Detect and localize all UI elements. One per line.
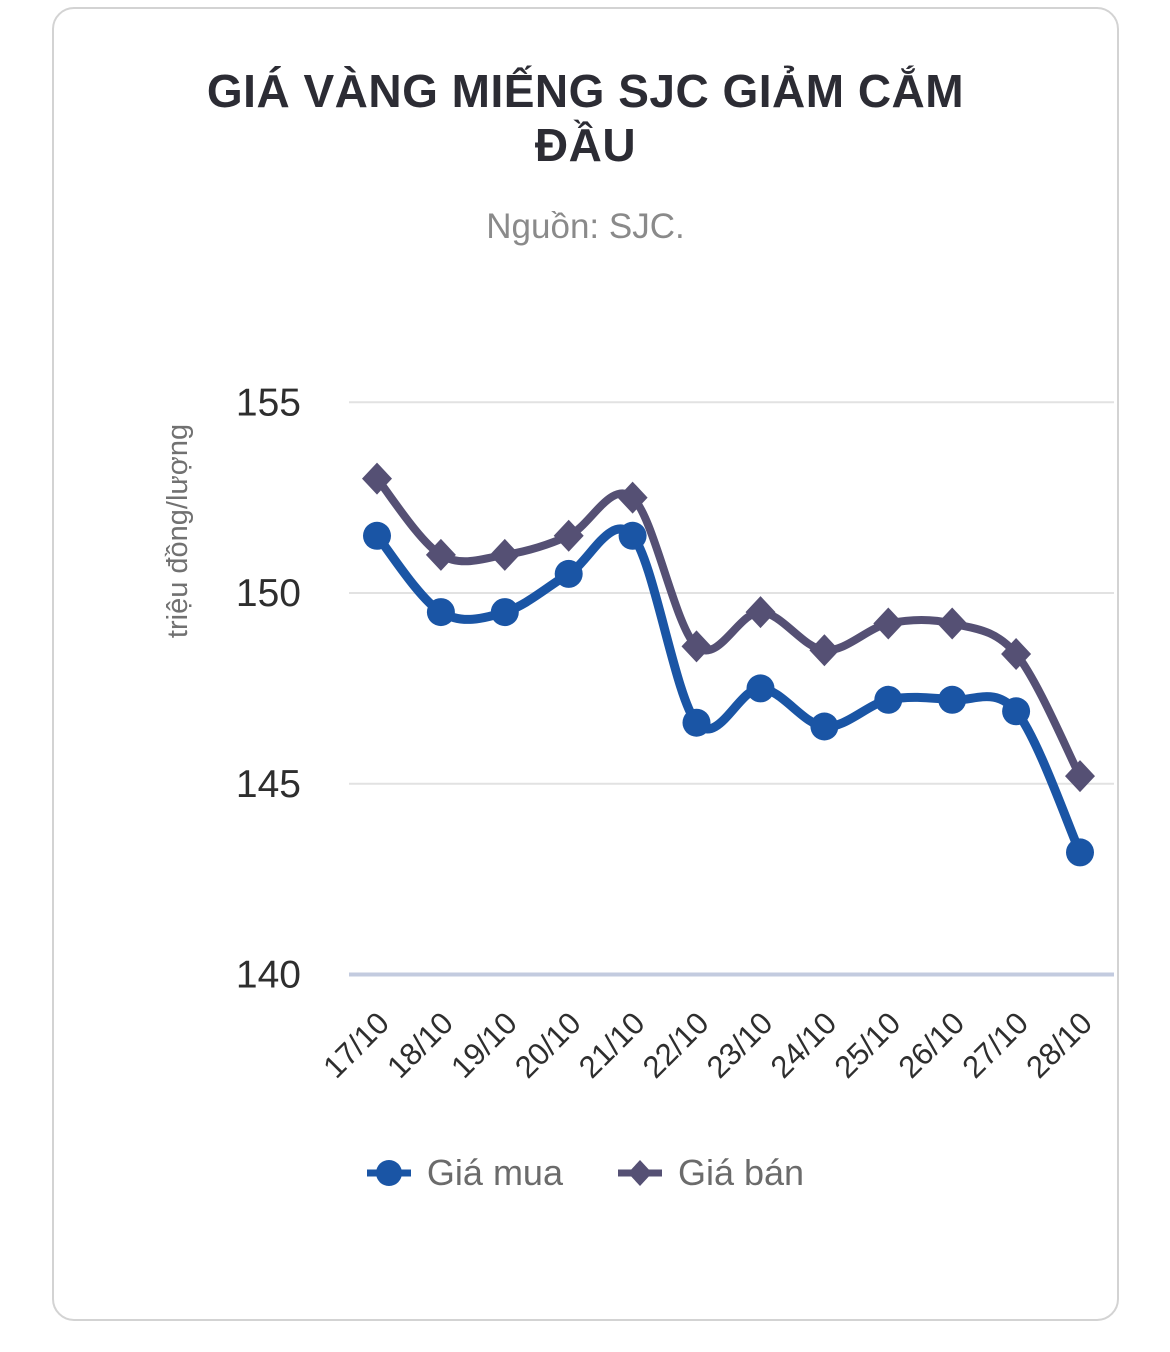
- price-line-chart: 155 150 145 140 triệu đồng/lượng 17/1018/1019…: [162, 381, 1114, 1085]
- svg-text:145: 145: [236, 763, 301, 806]
- svg-text:22/10: 22/10: [636, 1005, 716, 1085]
- svg-text:24/10: 24/10: [764, 1005, 844, 1085]
- legend-item-gia-mua[interactable]: Giá mua: [366, 1152, 563, 1194]
- diamond-marker-icon: [617, 1160, 662, 1186]
- gia-ban-line: [373, 474, 1084, 781]
- svg-text:26/10: 26/10: [892, 1005, 972, 1085]
- svg-text:25/10: 25/10: [828, 1005, 908, 1085]
- legend-item-gia-ban[interactable]: Giá bán: [617, 1152, 805, 1194]
- svg-text:150: 150: [236, 572, 301, 615]
- gia-ban-markers: [362, 462, 1095, 793]
- svg-text:17/10: 17/10: [316, 1005, 396, 1085]
- chart-title: GIÁ VÀNG MIẾNG SJC GIẢM CẮM ĐẦU: [206, 65, 965, 172]
- gia-mua-line: [372, 524, 1085, 857]
- svg-text:140: 140: [236, 954, 301, 997]
- circle-marker-icon: [366, 1160, 411, 1186]
- svg-text:155: 155: [236, 381, 301, 424]
- legend-label-gia-ban: Giá bán: [677, 1152, 805, 1193]
- svg-text:18/10: 18/10: [380, 1005, 460, 1085]
- y-axis-labels: 155 150 145 140: [236, 381, 301, 996]
- x-axis-labels: 17/1018/1019/1020/1021/1022/1023/1024/10…: [316, 1005, 1099, 1085]
- chart-subtitle: Nguồn: SJC.: [486, 207, 685, 246]
- gia-mua-markers: [363, 521, 1094, 867]
- chart-legend: Giá mua Giá bán: [54, 1152, 1117, 1194]
- chart-card: GIÁ VÀNG MIẾNG SJC GIẢM CẮM ĐẦU Nguồn: S…: [52, 7, 1119, 1321]
- gridlines: [349, 401, 1114, 977]
- svg-text:27/10: 27/10: [955, 1005, 1035, 1085]
- svg-text:19/10: 19/10: [444, 1005, 524, 1085]
- svg-text:28/10: 28/10: [1019, 1005, 1099, 1085]
- y-axis-title: triệu đồng/lượng: [162, 424, 194, 638]
- svg-text:20/10: 20/10: [508, 1005, 588, 1085]
- svg-text:23/10: 23/10: [700, 1005, 780, 1085]
- legend-label-gia-mua: Giá mua: [426, 1152, 563, 1193]
- svg-text:21/10: 21/10: [572, 1005, 652, 1085]
